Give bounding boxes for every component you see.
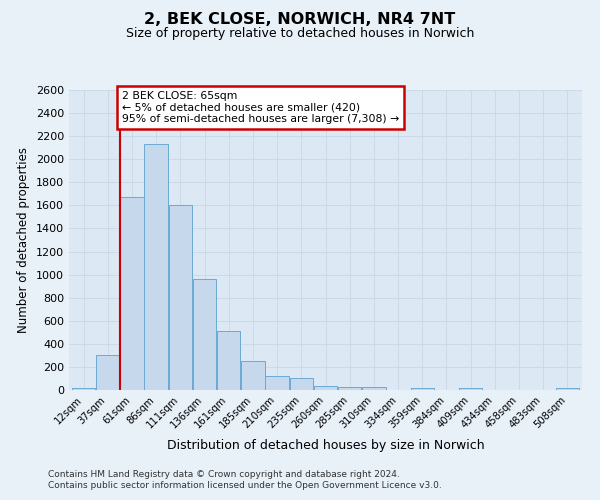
- Bar: [72, 388, 95, 390]
- Bar: [217, 331, 241, 390]
- Bar: [556, 388, 579, 390]
- Text: 2, BEK CLOSE, NORWICH, NR4 7NT: 2, BEK CLOSE, NORWICH, NR4 7NT: [145, 12, 455, 28]
- Bar: [169, 206, 192, 390]
- Bar: [314, 386, 337, 390]
- Bar: [241, 360, 265, 390]
- Y-axis label: Number of detached properties: Number of detached properties: [17, 147, 31, 333]
- Text: Contains public sector information licensed under the Open Government Licence v3: Contains public sector information licen…: [48, 481, 442, 490]
- Bar: [145, 144, 168, 390]
- Bar: [362, 387, 386, 390]
- Bar: [338, 387, 361, 390]
- Bar: [265, 376, 289, 390]
- Bar: [96, 356, 119, 390]
- Bar: [459, 388, 482, 390]
- Text: 2 BEK CLOSE: 65sqm
← 5% of detached houses are smaller (420)
95% of semi-detache: 2 BEK CLOSE: 65sqm ← 5% of detached hous…: [122, 91, 400, 124]
- Bar: [410, 388, 434, 390]
- Text: Size of property relative to detached houses in Norwich: Size of property relative to detached ho…: [126, 28, 474, 40]
- X-axis label: Distribution of detached houses by size in Norwich: Distribution of detached houses by size …: [167, 439, 484, 452]
- Bar: [290, 378, 313, 390]
- Text: Contains HM Land Registry data © Crown copyright and database right 2024.: Contains HM Land Registry data © Crown c…: [48, 470, 400, 479]
- Bar: [120, 198, 143, 390]
- Bar: [193, 279, 216, 390]
